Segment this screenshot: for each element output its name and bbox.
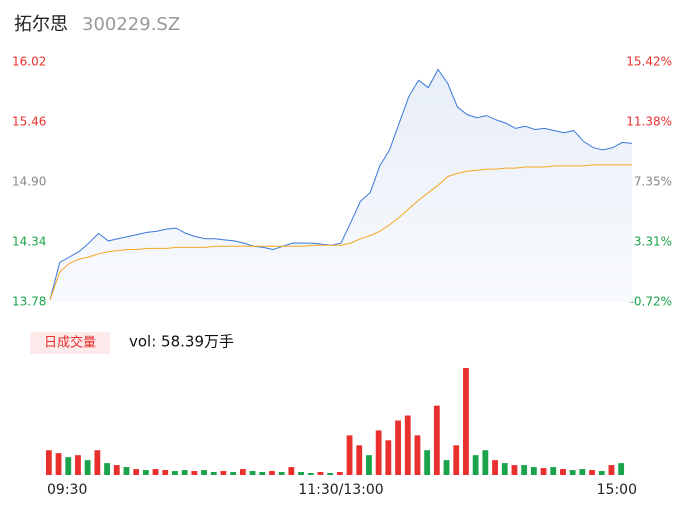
x-tick-label: 09:30 [47, 482, 87, 498]
volume-bar [560, 469, 566, 475]
volume-bar [501, 463, 508, 475]
volume-bar [356, 445, 363, 475]
volume-bar [521, 465, 528, 475]
volume-bar [346, 435, 353, 475]
volume-bar [317, 472, 324, 475]
volume-bar [424, 450, 431, 475]
volume-bar [579, 469, 586, 475]
volume-bar [385, 440, 392, 475]
volume-bar [569, 470, 576, 475]
volume-title: 日成交量 [44, 335, 96, 351]
volume-bar [191, 471, 198, 475]
volume-bar [259, 472, 266, 475]
volume-bar [288, 467, 295, 475]
volume-bar [152, 469, 159, 475]
volume-bar [492, 460, 498, 475]
price-line [49, 68, 633, 301]
volume-bar [239, 469, 246, 475]
volume-bar [133, 469, 140, 475]
volume-bar [443, 460, 450, 475]
average-line [49, 164, 632, 301]
volume-bar [482, 450, 489, 475]
volume-bar [172, 471, 178, 475]
volume-bar [395, 420, 401, 475]
volume-bar [540, 468, 547, 475]
volume-bar [230, 472, 237, 475]
volume-bar [84, 460, 91, 475]
volume-bar [75, 455, 81, 475]
volume-bar [55, 453, 62, 475]
volume-bar [463, 367, 469, 475]
x-tick-label: 11:30/13:00 [298, 482, 383, 498]
volume-bar [278, 472, 285, 475]
volume-bar [618, 463, 625, 475]
volume-bar [162, 470, 169, 475]
volume-bar [220, 471, 227, 475]
y-tick-label: 13.78 [12, 295, 46, 309]
price-area [50, 69, 632, 302]
volume-bar [210, 472, 217, 475]
volume-bar [65, 457, 72, 475]
volume-bar [453, 445, 460, 475]
volume-bar [550, 467, 557, 475]
volume-bar [104, 463, 110, 475]
volume-bar [366, 455, 372, 475]
y2-tick-label: 11.38% [626, 115, 672, 129]
y-tick-label: 16.02 [12, 55, 46, 69]
volume-bar [589, 470, 595, 475]
volume-bar [94, 450, 101, 475]
y-tick-label: 14.34 [12, 235, 46, 249]
volume-bar [269, 471, 275, 475]
volume-bar [327, 473, 334, 475]
y2-tick-label: 15.42% [626, 55, 672, 69]
volume-bar [201, 470, 207, 475]
volume-bar [414, 435, 421, 475]
volume-bar [298, 472, 304, 475]
volume-bar [142, 470, 149, 475]
y2-tick-label: -0.72% [630, 295, 672, 309]
volume-bar [375, 430, 382, 475]
volume-bar [472, 455, 479, 475]
volume-bar [123, 467, 130, 475]
volume-bar [113, 465, 120, 475]
y-tick-label: 15.46 [12, 115, 46, 129]
volume-bar [511, 465, 518, 475]
y2-tick-label: 3.31% [634, 235, 672, 249]
volume-bar [307, 473, 314, 475]
x-tick-label: 15:00 [597, 482, 637, 498]
stock-name: 拓尔思 [14, 14, 68, 35]
volume-badge [30, 332, 110, 354]
volume-bar [181, 470, 188, 475]
volume-bar [608, 465, 615, 475]
volume-bar [433, 405, 440, 475]
volume-bar [249, 471, 256, 475]
y2-tick-label: 7.35% [634, 175, 672, 189]
volume-label: vol: 58.39万手 [129, 333, 234, 351]
volume-bar [404, 415, 411, 475]
volume-bar [336, 472, 343, 475]
y-tick-label: 14.90 [12, 175, 46, 189]
stock-code: 300229.SZ [82, 14, 180, 35]
volume-bar [598, 471, 605, 475]
volume-bar [45, 450, 52, 475]
volume-bar [530, 467, 537, 475]
